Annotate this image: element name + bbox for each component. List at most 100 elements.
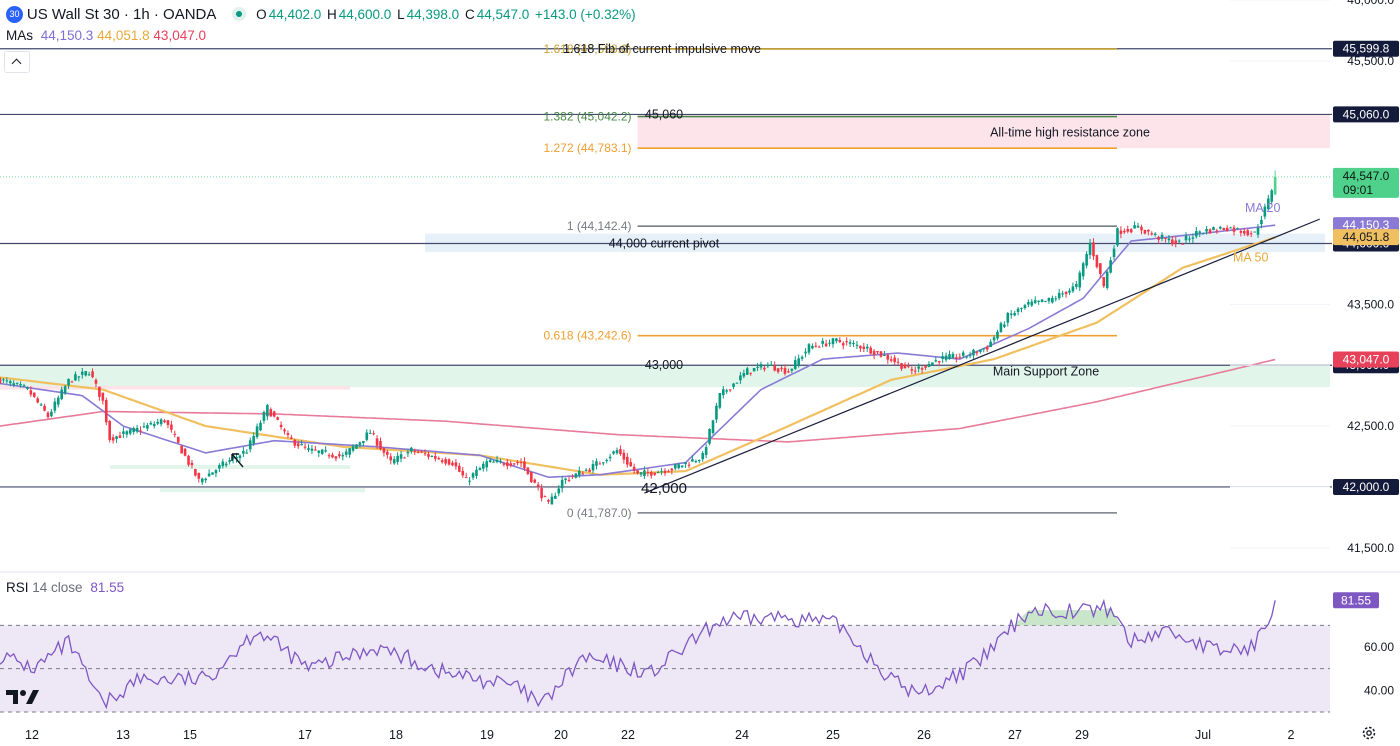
level-43000-text: 43,000 [645,358,683,372]
candle-body [0,378,2,384]
y-tick-6: 46,000.0 [1347,0,1394,7]
candle-body [944,355,948,360]
tradingview-logo[interactable] [6,688,40,706]
candle-body [523,461,526,469]
candle-body [793,360,797,369]
candle-body [488,460,492,462]
candle-body [835,338,838,342]
status-dot [232,7,247,22]
candle-body [317,450,321,453]
candle-body [1157,236,1160,240]
candle-body [667,471,670,473]
candle-body [296,443,300,447]
candle-body [1016,308,1020,312]
candle-body [255,426,259,438]
x-tick-10: 26 [917,728,931,742]
candle-body [649,472,653,476]
candle-body [142,426,146,428]
candle-body [485,461,489,468]
candle-body [286,433,290,435]
candle-body [355,444,358,449]
candle-body [1044,300,1047,302]
candle-body [139,430,142,432]
candle-body [622,452,626,460]
candle-body [1126,228,1130,232]
fib-label-5: 0 (41,787.0) [567,506,632,520]
candle-body [389,456,393,461]
candle-body [653,472,657,475]
price-pill-0-bg [1333,167,1399,198]
mas-legend[interactable]: MAs 44,150.3 44,051.8 43,047.0 [6,28,206,43]
rsi-legend[interactable]: RSI 14 close 81.55 [6,580,124,595]
candle-body [43,405,46,411]
candle-body [1123,230,1126,233]
candle-body [1219,226,1222,229]
settings-gear-icon[interactable] [1361,725,1377,741]
candle-body [591,463,595,471]
candle-body [2,379,5,381]
candle-body [1143,229,1147,234]
candle-body [632,466,636,471]
candle-body [108,421,111,440]
candle-body [564,478,567,481]
symbol-title[interactable]: US Wall St 30 · 1h · OANDA [26,5,217,23]
candle-body [224,463,228,466]
candles [0,170,1277,505]
candle-body [423,453,427,455]
candle-body [221,461,225,467]
arrow-annotation-icon [231,453,244,468]
candle-body [547,499,550,502]
candle-body [554,495,557,499]
candle-body [1088,242,1092,255]
candle-body [999,323,1003,332]
candle-body [848,342,852,344]
candle-body [187,455,190,465]
candle-body [526,467,530,474]
candle-body [824,343,828,347]
candle-body [1112,248,1116,257]
level-42000-text: 42,000 [641,480,687,497]
x-tick-7: 22 [621,728,635,742]
candle-body [1147,229,1150,232]
candle-body [1263,206,1267,217]
candle-body [132,428,135,432]
candle-body [557,488,561,494]
candle-body [194,469,197,476]
candle-body [190,462,194,466]
candle-body [776,368,780,372]
candle-body [375,438,379,446]
candle-body [430,456,434,458]
candle-body [1243,231,1246,234]
candle-body [1081,263,1085,277]
candle-body [1181,243,1184,245]
level-pill-4-bg [1333,478,1399,495]
candle-body [780,367,783,369]
candle-body [1236,228,1239,230]
candle-body [1222,227,1226,230]
candle-body [451,462,454,466]
candle-body [440,460,444,463]
candle-body [5,380,9,382]
candle-body [701,453,705,460]
fib-label-4: 0.618 (43,242.6) [543,329,631,343]
trendline [644,218,1320,494]
symbol-badge: 30 [6,5,23,23]
price-pill-2-bg [1333,229,1399,246]
candle-body [742,373,746,377]
candle-body [670,468,674,471]
candle-body [434,456,437,459]
candle-body [804,351,807,354]
candle-body [636,470,639,474]
candle-body [320,449,324,454]
candle-body [125,431,129,435]
candle-body [50,411,53,417]
candle-body [290,437,293,439]
candle-body [379,441,382,450]
candle-body [22,385,26,387]
candle-body [115,436,118,439]
candle-body [499,460,502,462]
x-tick-3: 17 [298,728,312,742]
candle-body [766,365,770,367]
collapse-legend-button[interactable] [4,51,30,73]
